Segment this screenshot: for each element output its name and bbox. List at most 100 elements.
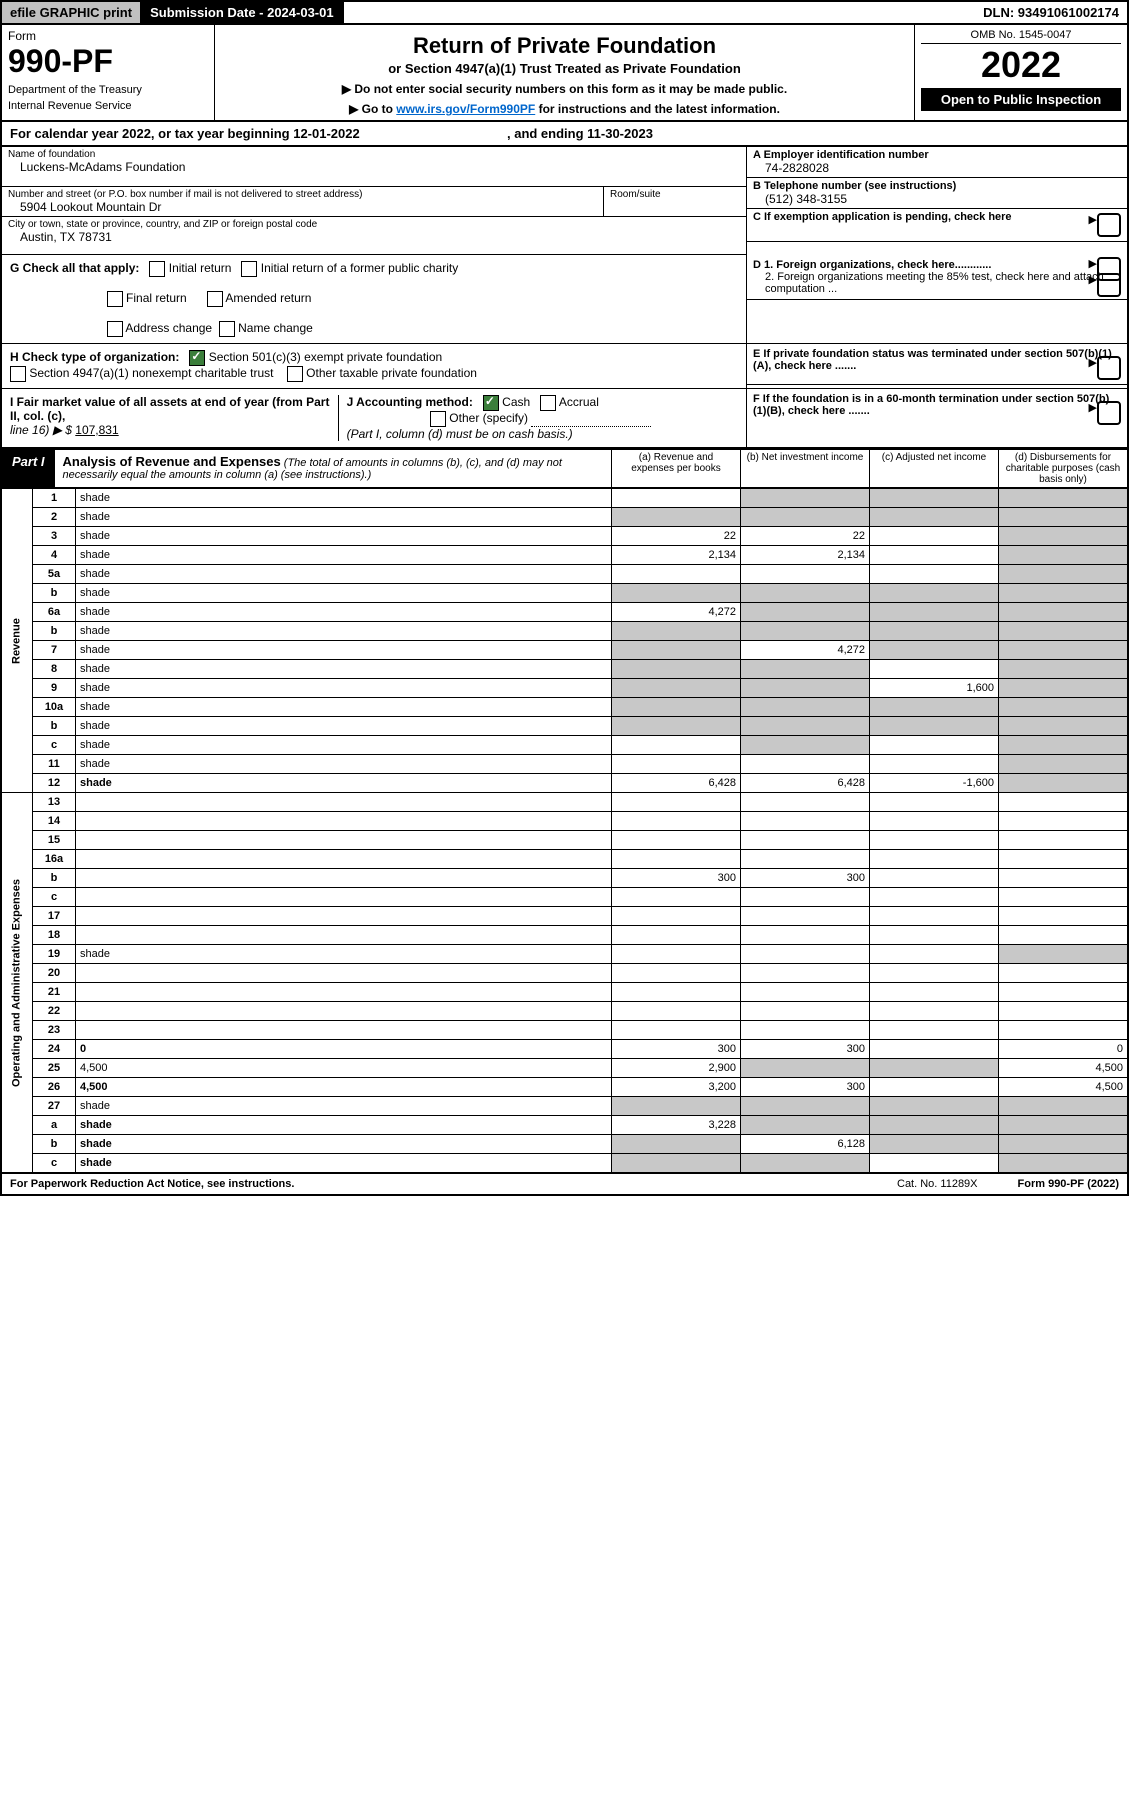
table-row: 23 bbox=[1, 1021, 1128, 1040]
goto-post: for instructions and the latest informat… bbox=[535, 102, 780, 116]
cell-value: 300 bbox=[741, 869, 870, 888]
line-num: b bbox=[33, 584, 76, 603]
ssn-warning: ▶ Do not enter social security numbers o… bbox=[223, 82, 906, 96]
line-num: 22 bbox=[33, 1002, 76, 1021]
cell-value: 4,500 bbox=[999, 1078, 1129, 1097]
j-other: Other (specify) bbox=[449, 411, 528, 425]
h-4947-checkbox[interactable] bbox=[10, 366, 26, 382]
cell-shaded bbox=[999, 698, 1129, 717]
cell-value bbox=[999, 1021, 1129, 1040]
cell-shaded bbox=[999, 1116, 1129, 1135]
fmv-value: 107,831 bbox=[75, 423, 118, 437]
name-change-checkbox[interactable] bbox=[219, 321, 235, 337]
form990pf-link[interactable]: www.irs.gov/Form990PF bbox=[396, 102, 535, 116]
other-method-checkbox[interactable] bbox=[430, 411, 446, 427]
cell-value: -1,600 bbox=[870, 774, 999, 793]
amended-return-checkbox[interactable] bbox=[207, 291, 223, 307]
table-row: 17 bbox=[1, 907, 1128, 926]
f-checkbox[interactable] bbox=[1097, 401, 1121, 425]
cell-shaded bbox=[612, 584, 741, 603]
cell-value bbox=[612, 793, 741, 812]
e-checkbox[interactable] bbox=[1097, 356, 1121, 380]
cell-shaded bbox=[612, 1154, 741, 1173]
cal-end: , and ending 11-30-2023 bbox=[507, 126, 653, 141]
i-label: I Fair market value of all assets at end… bbox=[10, 395, 329, 423]
table-row: 6ashade4,272 bbox=[1, 603, 1128, 622]
cell-value bbox=[999, 1002, 1129, 1021]
line-num: 26 bbox=[33, 1078, 76, 1097]
line-num: 17 bbox=[33, 907, 76, 926]
address-change-checkbox[interactable] bbox=[107, 321, 123, 337]
cell-shaded bbox=[741, 489, 870, 508]
line-desc bbox=[76, 793, 612, 812]
cell-shaded bbox=[999, 660, 1129, 679]
h-501c3-checkbox[interactable] bbox=[189, 350, 205, 366]
table-row: 15 bbox=[1, 831, 1128, 850]
line-desc: shade bbox=[76, 622, 612, 641]
accrual-checkbox[interactable] bbox=[540, 395, 556, 411]
table-row: bshade bbox=[1, 717, 1128, 736]
cell-value: 4,272 bbox=[741, 641, 870, 660]
cell-shaded bbox=[870, 1097, 999, 1116]
cell-value bbox=[870, 1078, 999, 1097]
cell-shaded bbox=[999, 755, 1129, 774]
cell-value bbox=[870, 1021, 999, 1040]
line-num: 1 bbox=[33, 489, 76, 508]
cat-no: Cat. No. 11289X bbox=[897, 1178, 978, 1190]
line-num: 21 bbox=[33, 983, 76, 1002]
cal-begin: For calendar year 2022, or tax year begi… bbox=[10, 126, 360, 141]
table-row: 19shade bbox=[1, 945, 1128, 964]
line-num: 24 bbox=[33, 1040, 76, 1059]
h-label: H Check type of organization: bbox=[10, 350, 179, 364]
table-row: Revenue1shade bbox=[1, 489, 1128, 508]
cell-shaded bbox=[741, 736, 870, 755]
irs-label: Internal Revenue Service bbox=[8, 100, 208, 112]
line-desc: shade bbox=[76, 1097, 612, 1116]
line-desc: shade bbox=[76, 603, 612, 622]
table-row: bshade6,128 bbox=[1, 1135, 1128, 1154]
cell-value bbox=[741, 850, 870, 869]
cell-value bbox=[999, 793, 1129, 812]
cell-value: 22 bbox=[741, 527, 870, 546]
cell-value bbox=[999, 983, 1129, 1002]
table-row: 11shade bbox=[1, 755, 1128, 774]
omb-number: OMB No. 1545-0047 bbox=[921, 29, 1121, 44]
goto-pre: ▶ Go to bbox=[349, 102, 396, 116]
line-num: 15 bbox=[33, 831, 76, 850]
cell-value bbox=[870, 736, 999, 755]
part1-header: Part I Analysis of Revenue and Expenses … bbox=[0, 449, 1129, 488]
h-other-checkbox[interactable] bbox=[287, 366, 303, 382]
line-num: a bbox=[33, 1116, 76, 1135]
line-num: 7 bbox=[33, 641, 76, 660]
cell-value bbox=[999, 812, 1129, 831]
efile-print-button[interactable]: efile GRAPHIC print bbox=[2, 2, 142, 23]
initial-return-checkbox[interactable] bbox=[149, 261, 165, 277]
cell-shaded bbox=[612, 698, 741, 717]
initial-former-checkbox[interactable] bbox=[241, 261, 257, 277]
line-desc bbox=[76, 964, 612, 983]
final-return-checkbox[interactable] bbox=[107, 291, 123, 307]
cell-value bbox=[612, 831, 741, 850]
line-desc bbox=[76, 888, 612, 907]
cash-checkbox[interactable] bbox=[483, 395, 499, 411]
calendar-year-row: For calendar year 2022, or tax year begi… bbox=[0, 122, 1129, 147]
table-row: 9shade1,600 bbox=[1, 679, 1128, 698]
cell-shaded bbox=[870, 584, 999, 603]
cell-value bbox=[612, 812, 741, 831]
line-num: 16a bbox=[33, 850, 76, 869]
line-desc: shade bbox=[76, 736, 612, 755]
line-num: c bbox=[33, 1154, 76, 1173]
cell-value bbox=[741, 755, 870, 774]
cell-value bbox=[612, 565, 741, 584]
j-cash: Cash bbox=[502, 395, 530, 409]
line-desc: shade bbox=[76, 565, 612, 584]
d2-checkbox[interactable] bbox=[1097, 273, 1121, 297]
cell-value bbox=[870, 869, 999, 888]
phone-value: (512) 348-3155 bbox=[753, 192, 1121, 206]
foundation-name: Luckens-McAdams Foundation bbox=[8, 160, 740, 174]
exemption-checkbox[interactable] bbox=[1097, 213, 1121, 237]
col-b-header: (b) Net investment income bbox=[740, 450, 869, 487]
g-opt-2: Final return bbox=[126, 291, 187, 305]
cell-shaded bbox=[612, 1097, 741, 1116]
line-desc: shade bbox=[76, 774, 612, 793]
